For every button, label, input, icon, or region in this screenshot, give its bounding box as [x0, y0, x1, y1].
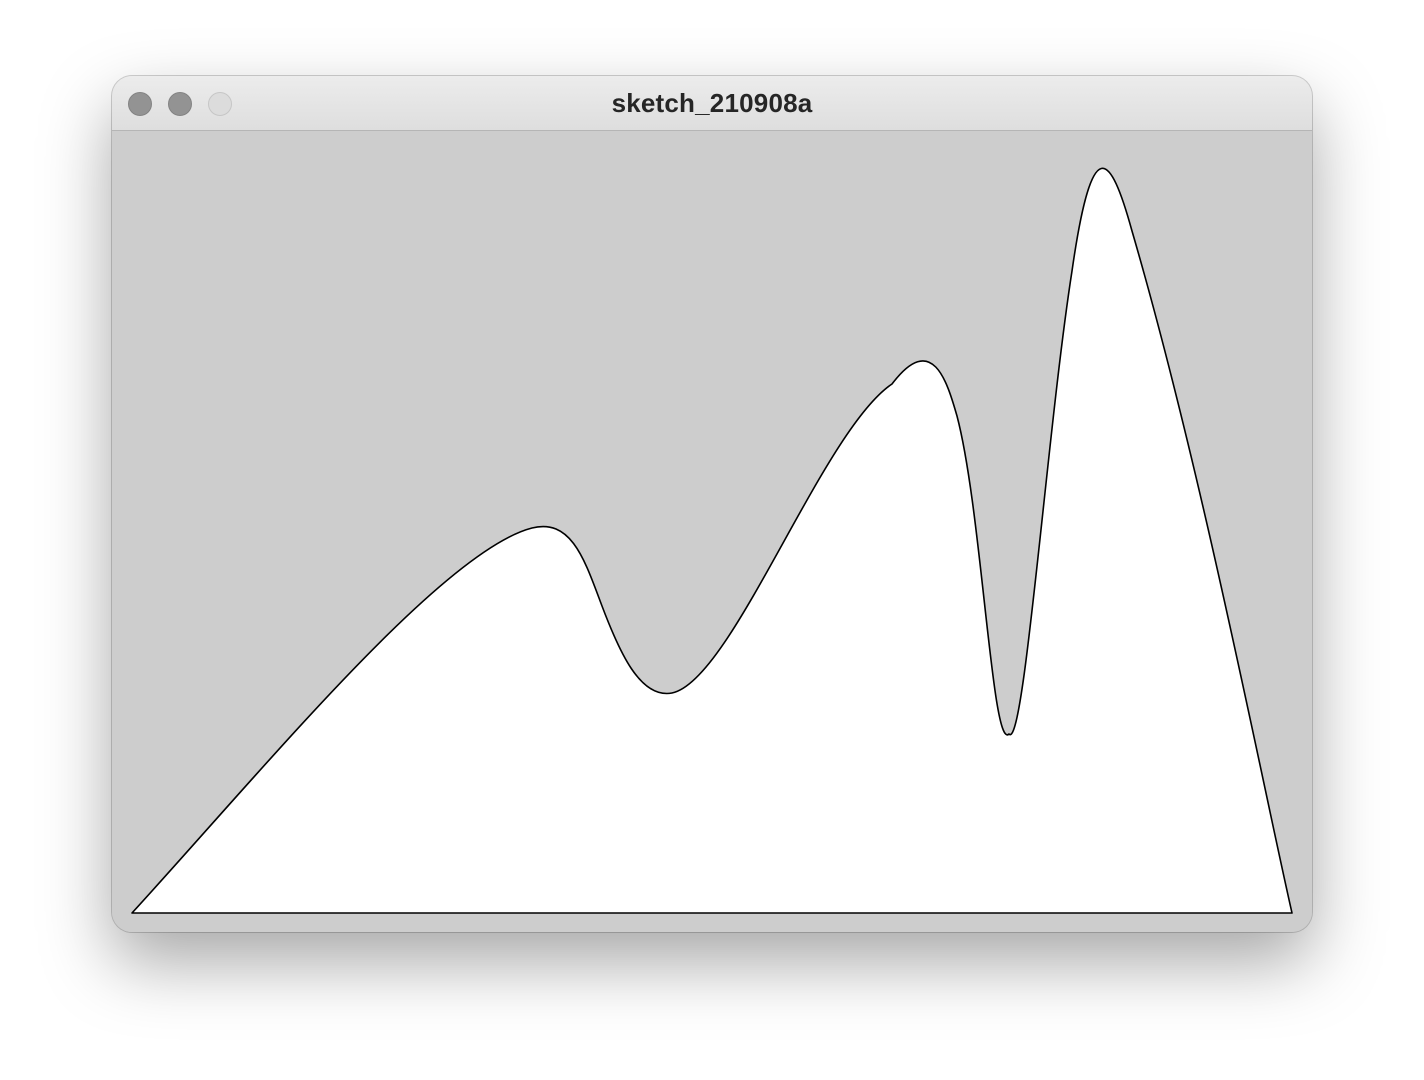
curve-shape — [131, 167, 1293, 914]
sketch-canvas[interactable] — [112, 131, 1312, 932]
title-bar[interactable]: sketch_210908a — [112, 76, 1312, 131]
window-title: sketch_210908a — [611, 88, 813, 118]
zoom-button[interactable] — [208, 92, 232, 116]
app-window: sketch_210908a — [112, 76, 1312, 932]
close-button[interactable] — [128, 92, 152, 116]
minimize-button[interactable] — [168, 92, 192, 116]
